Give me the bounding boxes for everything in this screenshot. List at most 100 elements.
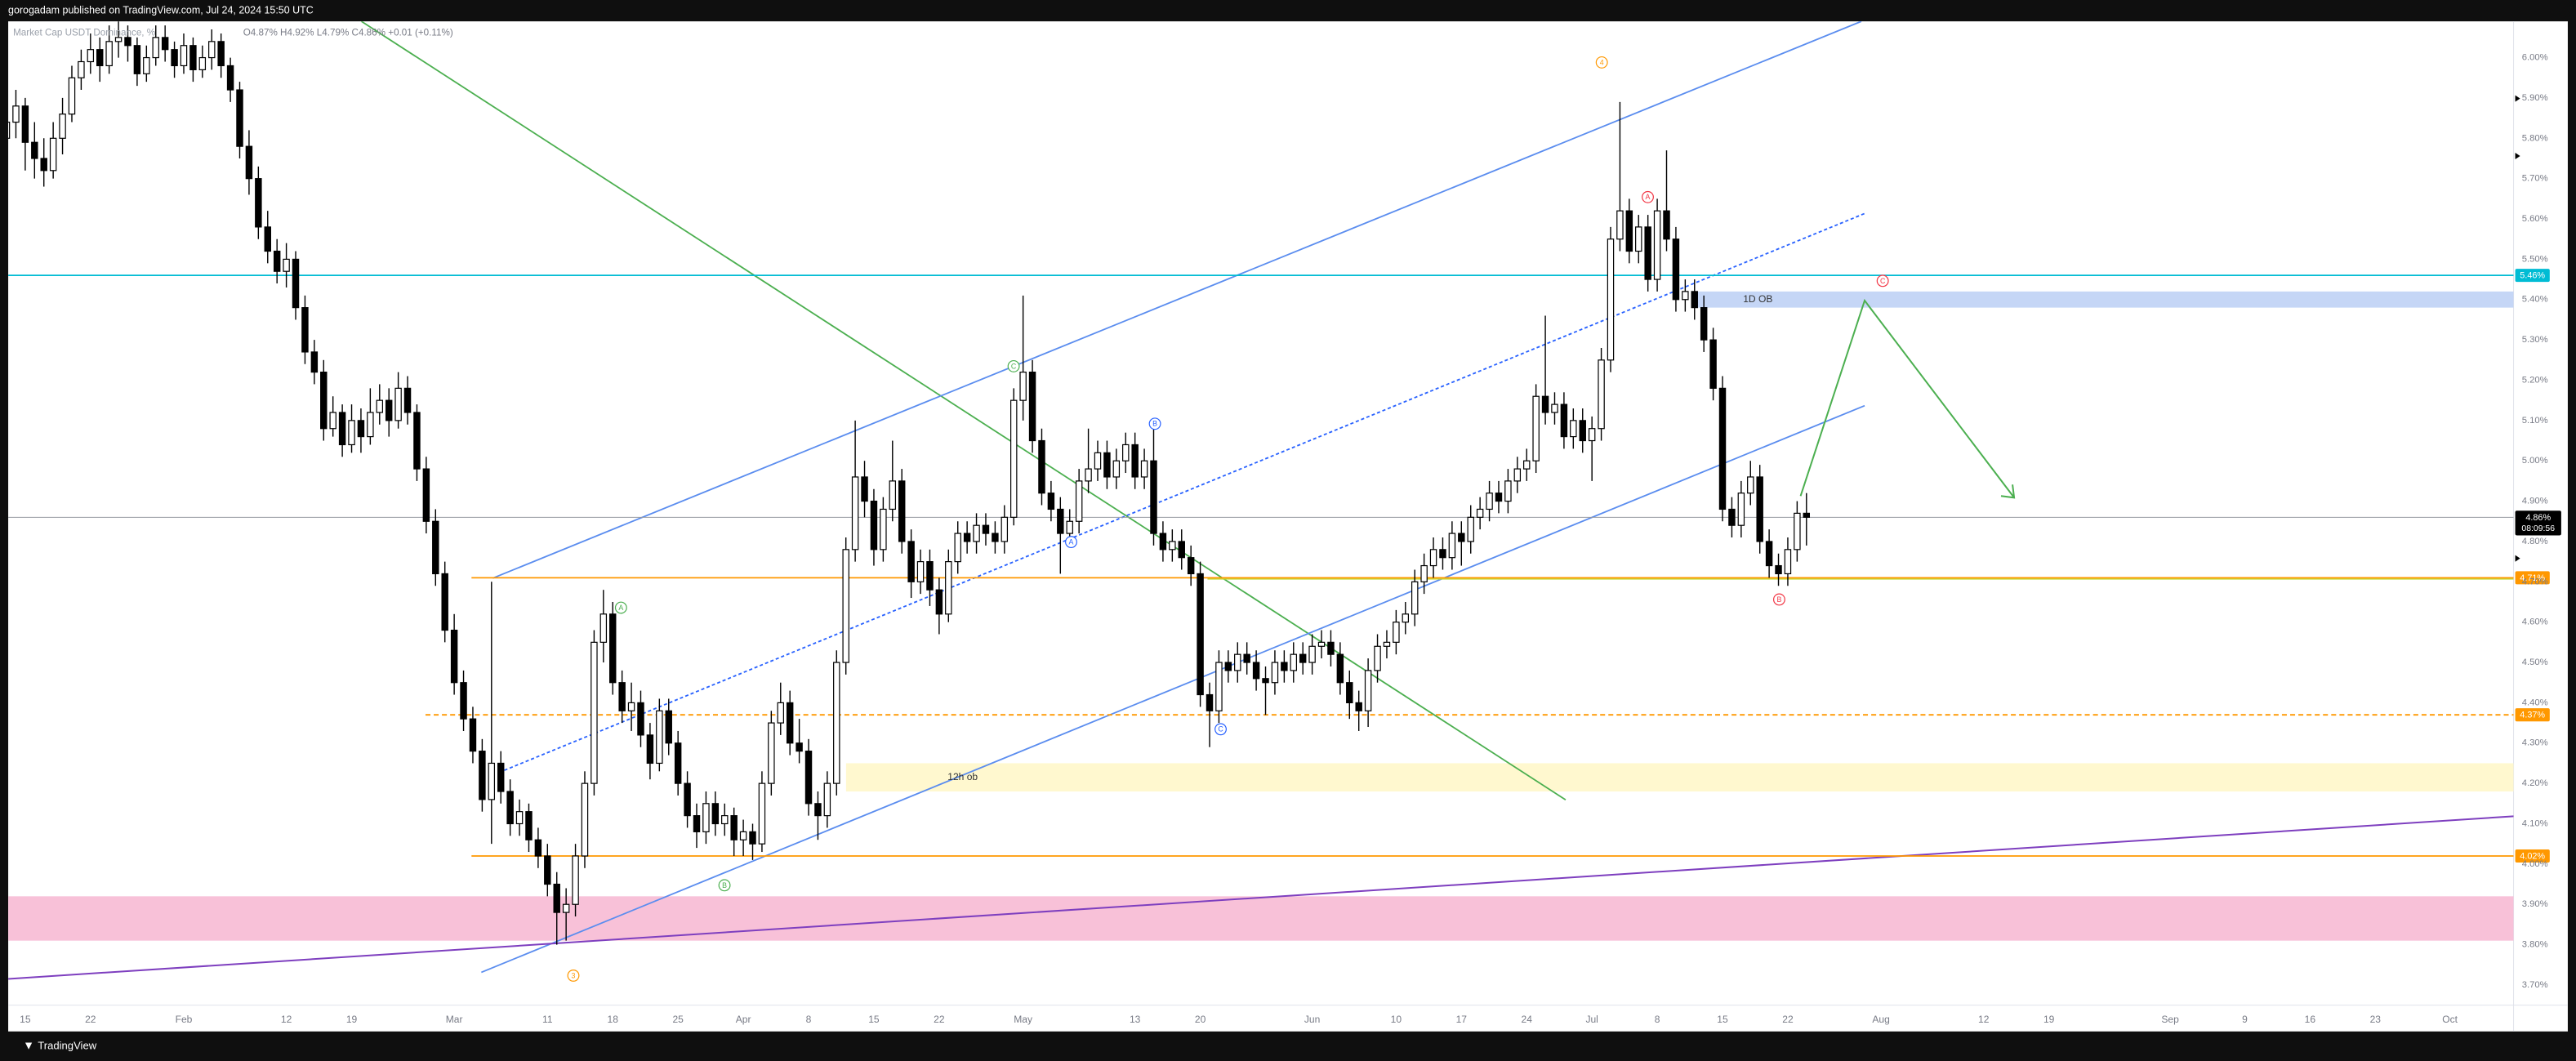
candle-body: [21, 105, 29, 143]
price-tag-label: 4.02%: [2520, 851, 2545, 861]
candle-body: [1290, 653, 1297, 671]
candle-body: [413, 412, 421, 470]
x-tick-label: Apr: [736, 1014, 751, 1025]
candle-body: [488, 762, 496, 800]
y-tick-label: 6.00%: [2522, 53, 2548, 63]
candle-body: [357, 420, 365, 438]
wave-marker: [1065, 536, 1077, 549]
candle-body: [823, 782, 831, 817]
candle-body: [1197, 573, 1204, 696]
candle-body: [273, 250, 281, 272]
wave-marker: [567, 969, 580, 982]
candle-body: [627, 702, 635, 711]
candle-body: [1336, 653, 1344, 684]
x-tick-label: 22: [85, 1014, 96, 1025]
candle-body: [1794, 512, 1801, 551]
wave-marker: [614, 601, 627, 614]
candle-body: [1784, 549, 1792, 575]
candle-body: [329, 412, 336, 430]
candle-body: [842, 549, 849, 663]
candle-body: [1234, 653, 1241, 671]
candle-body: [684, 782, 691, 817]
candle-body: [777, 702, 784, 724]
wave-marker: [1214, 723, 1227, 736]
candle-body: [301, 307, 309, 353]
candle-body: [1439, 549, 1446, 559]
candle-body: [1775, 564, 1782, 575]
candle-body: [1495, 493, 1503, 502]
candle-body: [515, 811, 524, 825]
countdown: 08:09:56: [2521, 524, 2555, 533]
price-tag-label: 4.71%: [2520, 573, 2545, 583]
candle-body: [469, 718, 477, 752]
candle-body: [1458, 533, 1465, 542]
wave-marker: [1772, 593, 1785, 606]
candle-body: [1308, 645, 1316, 663]
candle-body: [1476, 508, 1484, 518]
candle-body: [338, 412, 346, 446]
candle-body: [1327, 641, 1335, 655]
candle-body: [786, 702, 794, 744]
candle-body: [1402, 613, 1410, 623]
candle-body: [161, 37, 169, 51]
candle-body: [1672, 239, 1680, 301]
candle-body: [1607, 239, 1615, 361]
candle-body: [749, 831, 756, 845]
zone-label: 1D OB: [1743, 293, 1772, 305]
candle-body: [1551, 403, 1558, 413]
y-tick-label: 4.20%: [2522, 778, 2548, 788]
x-tick-label: 12: [1978, 1014, 1990, 1025]
candle-body: [1420, 564, 1428, 582]
candle-body: [1504, 480, 1512, 502]
candle-body: [1057, 508, 1064, 534]
candle-body: [1262, 678, 1269, 684]
candle-body: [78, 60, 85, 78]
x-tick-label: 22: [1782, 1014, 1794, 1025]
zone: [845, 763, 2514, 792]
candle-body: [152, 37, 159, 59]
x-tick-label: 8: [1655, 1014, 1660, 1025]
zone-label: 12h ob: [947, 771, 978, 782]
candle-body: [124, 37, 131, 47]
candle-body: [403, 387, 412, 413]
price-tag: [2515, 571, 2550, 585]
support-line: [8, 815, 2514, 980]
candle-body: [674, 742, 682, 784]
wave-label: 3: [572, 971, 576, 979]
candle-body: [646, 734, 654, 765]
y-tick-label: 5.40%: [2522, 295, 2548, 305]
candle-body: [1317, 641, 1326, 647]
candle-body: [599, 613, 608, 643]
candle-body: [255, 178, 262, 228]
y-tick-label: 4.60%: [2522, 617, 2548, 627]
x-tick-label: 11: [542, 1014, 553, 1025]
candle-body: [1085, 468, 1092, 482]
candle-body: [618, 682, 626, 711]
x-tick-label: 20: [1195, 1014, 1206, 1025]
candle-body: [954, 533, 961, 563]
wave-marker: [718, 879, 731, 892]
candle-body: [796, 742, 803, 752]
candle-body: [1252, 662, 1260, 680]
candle-body: [497, 762, 505, 792]
wave-label: B: [1776, 595, 1781, 604]
wave-label: A: [1646, 193, 1651, 201]
ohlc-legend: O4.87% H4.92% L4.79% C4.86% +0.01 (+0.11…: [243, 27, 453, 38]
candle-body: [1635, 226, 1642, 252]
candle-body: [68, 77, 76, 115]
axis-marker: [2515, 153, 2520, 160]
y-tick-label: 4.10%: [2522, 818, 2548, 828]
x-tick-label: 12: [281, 1014, 292, 1025]
wave-label: A: [1069, 538, 1074, 546]
wave-label: C: [1011, 362, 1017, 370]
candle-body: [450, 629, 458, 684]
x-tick-label: 10: [1391, 1014, 1402, 1025]
candle-body: [963, 533, 971, 542]
wave-label: C: [1218, 725, 1223, 733]
candle-body: [814, 803, 822, 817]
y-tick-label: 5.00%: [2522, 456, 2548, 466]
candle-body: [1467, 516, 1474, 542]
candle-body: [264, 226, 271, 252]
